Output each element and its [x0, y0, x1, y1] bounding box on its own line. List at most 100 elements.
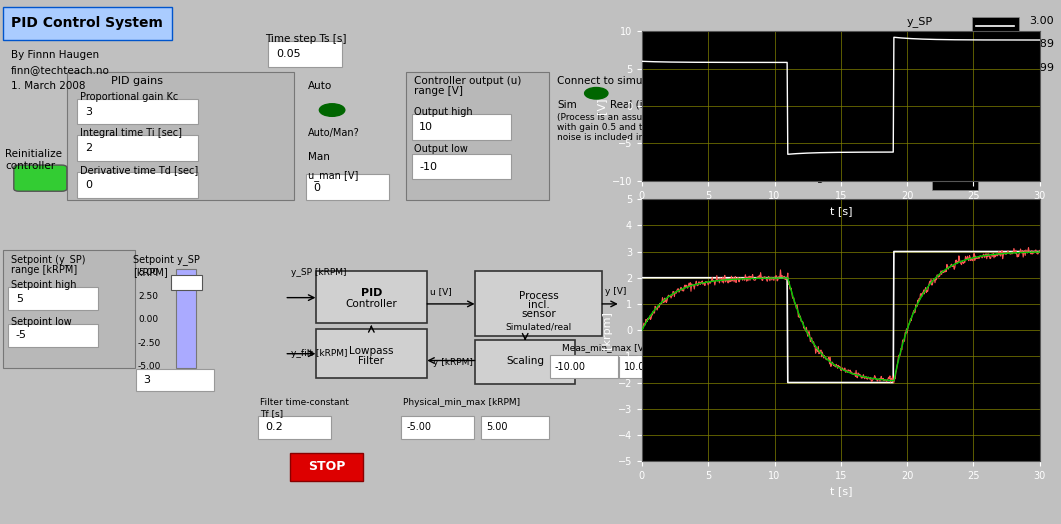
FancyBboxPatch shape — [3, 7, 172, 40]
Text: 2.50: 2.50 — [138, 291, 158, 301]
Text: y_filt [kRPM]: y_filt [kRPM] — [291, 349, 347, 358]
Text: Controller: Controller — [346, 299, 397, 309]
FancyBboxPatch shape — [8, 324, 98, 347]
Text: Process: Process — [519, 291, 559, 301]
FancyBboxPatch shape — [619, 355, 681, 378]
FancyBboxPatch shape — [481, 416, 549, 439]
Text: 0: 0 — [313, 182, 320, 193]
FancyBboxPatch shape — [550, 355, 618, 378]
FancyBboxPatch shape — [932, 172, 978, 190]
Text: sensor: sensor — [522, 309, 556, 320]
FancyBboxPatch shape — [972, 64, 1019, 82]
Text: Filter: Filter — [359, 355, 384, 366]
Text: 2.99: 2.99 — [1029, 63, 1055, 73]
Text: By Finnn Haugen: By Finnn Haugen — [11, 50, 99, 60]
Text: y [kRPM]: y [kRPM] — [433, 358, 473, 367]
FancyBboxPatch shape — [412, 114, 511, 140]
Text: 2: 2 — [85, 143, 92, 154]
Text: 0.05: 0.05 — [276, 49, 300, 59]
FancyBboxPatch shape — [136, 369, 214, 391]
FancyBboxPatch shape — [406, 72, 549, 200]
FancyBboxPatch shape — [171, 275, 202, 290]
Text: STOP: STOP — [308, 461, 346, 473]
Text: 0.2: 0.2 — [265, 422, 283, 432]
Text: 3.00: 3.00 — [981, 173, 1006, 183]
FancyBboxPatch shape — [176, 269, 196, 368]
Text: PID Control System: PID Control System — [11, 16, 162, 29]
Text: incl.: incl. — [528, 300, 550, 311]
Text: Time step Ts [s]: Time step Ts [s] — [265, 34, 347, 44]
Text: Setpoint (y_SP): Setpoint (y_SP) — [11, 254, 85, 265]
Text: y_SP: y_SP — [907, 16, 934, 27]
Text: 0.00: 0.00 — [138, 315, 158, 324]
Text: Proportional gain Kc: Proportional gain Kc — [80, 92, 178, 102]
Text: Simulated/real: Simulated/real — [506, 323, 572, 332]
Text: Tf [s]: Tf [s] — [260, 409, 283, 418]
FancyBboxPatch shape — [77, 172, 198, 198]
Text: 10.00: 10.00 — [624, 362, 651, 372]
Text: -10.00: -10.00 — [555, 362, 586, 372]
FancyBboxPatch shape — [316, 329, 427, 378]
Ellipse shape — [19, 166, 62, 190]
FancyBboxPatch shape — [972, 17, 1019, 35]
FancyBboxPatch shape — [412, 154, 511, 179]
Text: Real (if there was one): Real (if there was one) — [610, 100, 728, 110]
Text: 3.00: 3.00 — [1029, 16, 1054, 26]
Text: 5.00: 5.00 — [486, 422, 507, 432]
Circle shape — [319, 104, 345, 116]
FancyBboxPatch shape — [972, 41, 1019, 59]
FancyBboxPatch shape — [475, 340, 575, 384]
Text: Meas_min_max [V]: Meas_min_max [V] — [562, 343, 647, 352]
Text: Scaling: Scaling — [506, 355, 544, 366]
FancyBboxPatch shape — [77, 135, 198, 161]
Text: finn@techteach.no: finn@techteach.no — [11, 66, 109, 75]
Text: Lowpass: Lowpass — [349, 346, 394, 356]
FancyBboxPatch shape — [316, 271, 427, 323]
Y-axis label: [V]: [V] — [596, 98, 606, 114]
FancyBboxPatch shape — [306, 174, 389, 200]
Text: y [V]: y [V] — [605, 287, 626, 297]
X-axis label: t [s]: t [s] — [830, 206, 852, 216]
Text: (Process is an assumed motor incl speed sensor
with gain 0.5 and time-constant 2: (Process is an assumed motor incl speed … — [557, 113, 797, 143]
Text: Control signal, u: Control signal, u — [764, 173, 855, 183]
Text: -5.00: -5.00 — [406, 422, 432, 432]
Text: 0: 0 — [85, 180, 92, 190]
Text: -5.00: -5.00 — [138, 362, 161, 372]
Text: 2.89: 2.89 — [1029, 39, 1055, 49]
Text: Setpoint y_SP
[kRPM]: Setpoint y_SP [kRPM] — [133, 254, 199, 277]
Circle shape — [585, 88, 608, 99]
Text: PID gains: PID gains — [111, 76, 163, 86]
FancyBboxPatch shape — [67, 72, 294, 200]
Text: 3: 3 — [143, 375, 151, 386]
Text: range [kRPM]: range [kRPM] — [11, 265, 76, 275]
Y-axis label: [krpm]: [krpm] — [603, 311, 612, 349]
Text: 5.00: 5.00 — [138, 268, 158, 277]
Text: Connect to simulated or real process:: Connect to simulated or real process: — [557, 76, 753, 86]
Text: Setpoint high: Setpoint high — [11, 280, 76, 290]
FancyBboxPatch shape — [14, 165, 67, 191]
Text: u_man [V]: u_man [V] — [308, 170, 358, 181]
Text: Derivative time Td [sec]: Derivative time Td [sec] — [80, 165, 197, 175]
FancyBboxPatch shape — [290, 453, 363, 481]
FancyBboxPatch shape — [401, 416, 474, 439]
Text: Output low: Output low — [414, 144, 468, 154]
Text: 10: 10 — [419, 122, 433, 133]
FancyBboxPatch shape — [258, 416, 331, 439]
Text: Setpoint low: Setpoint low — [11, 317, 71, 327]
Text: Man: Man — [308, 152, 330, 162]
X-axis label: t [s]: t [s] — [830, 486, 852, 496]
Text: Reinitialize
controller: Reinitialize controller — [5, 149, 63, 171]
FancyBboxPatch shape — [77, 99, 198, 124]
Text: Auto: Auto — [308, 81, 332, 91]
Text: Auto/Man?: Auto/Man? — [308, 128, 360, 138]
Text: y_raw: y_raw — [907, 39, 940, 49]
FancyBboxPatch shape — [475, 271, 602, 336]
Text: -5: -5 — [16, 330, 27, 341]
Text: PID: PID — [361, 288, 382, 299]
Text: 1. March 2008: 1. March 2008 — [11, 81, 85, 91]
Text: y_filt: y_filt — [907, 63, 934, 74]
Text: -2.50: -2.50 — [138, 339, 161, 348]
Text: Filter time-constant: Filter time-constant — [260, 398, 349, 407]
Text: 3: 3 — [85, 106, 92, 117]
FancyBboxPatch shape — [268, 41, 342, 67]
